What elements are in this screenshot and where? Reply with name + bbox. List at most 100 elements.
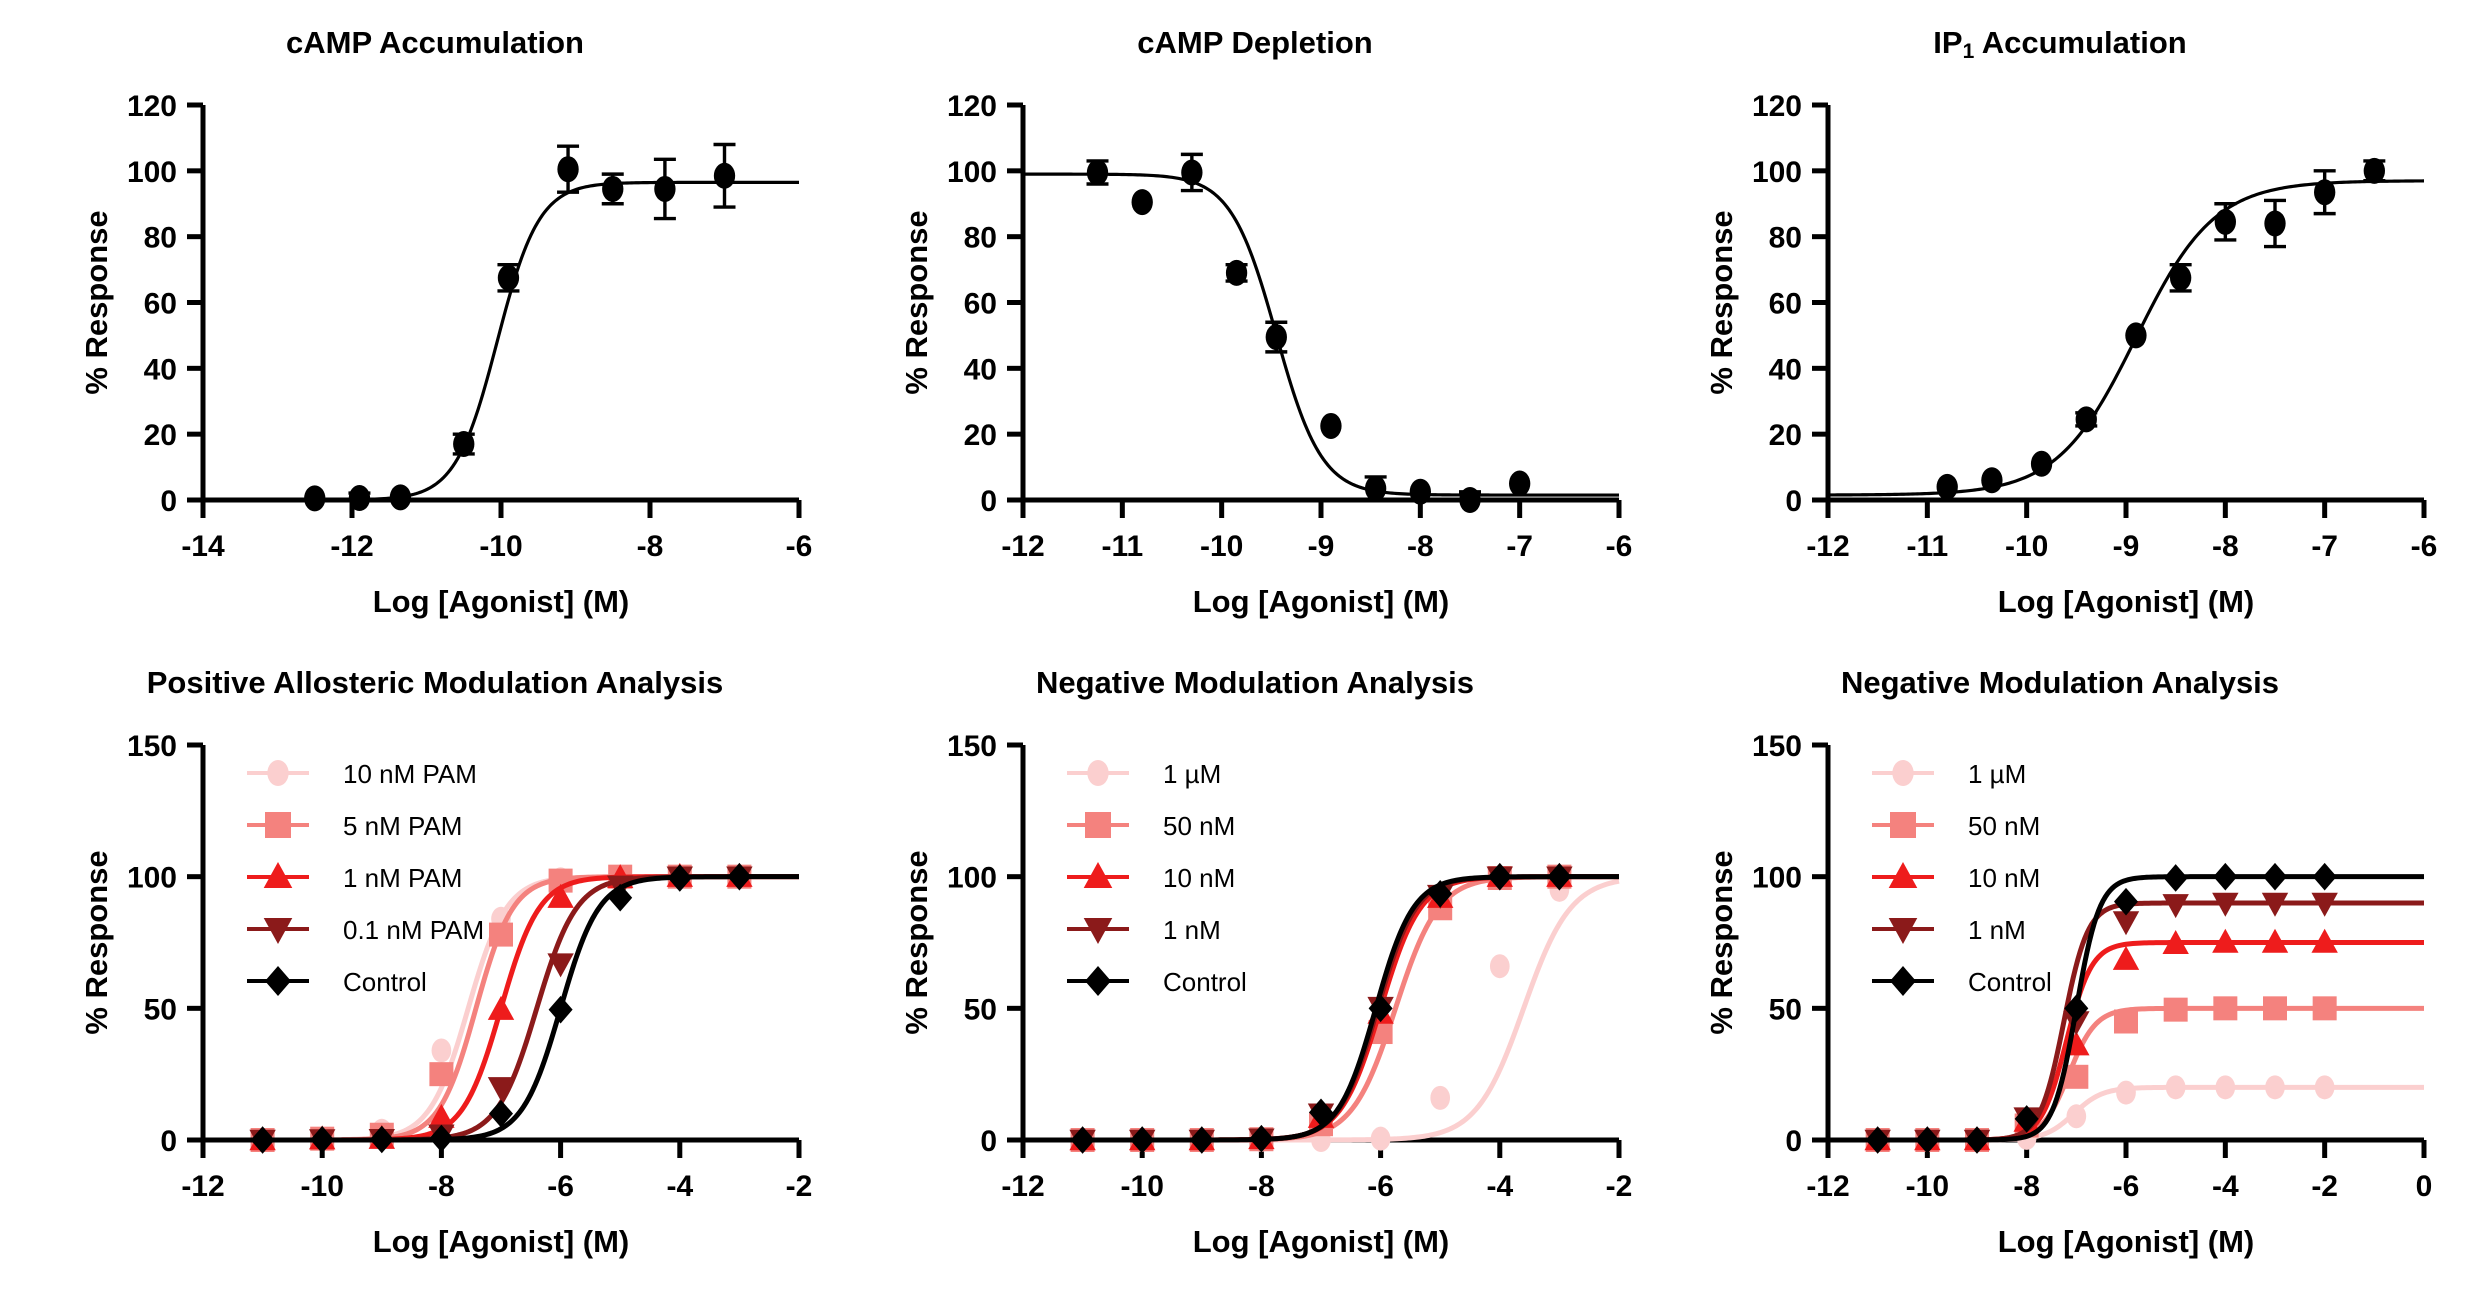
data-point xyxy=(2162,894,2189,919)
data-point xyxy=(608,883,633,912)
plot-negative-modulation-potency: 0 50 100 150 -12 -10 -8 -6 -4 -2 Log [Agonist] (M)… xyxy=(899,730,1632,1259)
panel-positive-allosteric-modulation: Positive Allosteric Modulation Analysis 0… xyxy=(35,665,835,1290)
y-tick-label: 50 xyxy=(1769,993,1802,1026)
data-point xyxy=(487,1077,515,1102)
legend-marker xyxy=(1888,917,1918,944)
y-axis-title: % Response xyxy=(79,850,114,1034)
series-camp-depletion xyxy=(1023,152,1619,513)
data-point xyxy=(1181,159,1203,186)
legend: 1 µM 50 nM 10 nM 1 nM Control xyxy=(1067,759,1247,997)
legend-marker xyxy=(1888,862,1918,889)
y-tick-label: 20 xyxy=(144,419,177,452)
y-tick-label: 150 xyxy=(127,730,177,763)
legend-item[interactable]: 10 nM PAM xyxy=(247,759,477,789)
legend-label: 10 nM PAM xyxy=(343,759,477,789)
legend-item[interactable]: 1 µM xyxy=(1872,759,2026,789)
data-point xyxy=(1865,1126,1890,1154)
x-tick-label: -10 xyxy=(1906,1170,1949,1203)
legend-marker xyxy=(265,812,291,838)
x-tick-label: -10 xyxy=(479,530,522,563)
panel-camp-depletion: cAMP Depletion 0 20 40 60 80 100 120 -12 -11 -10 -9… xyxy=(855,25,1655,650)
y-axis-title: % Response xyxy=(899,850,934,1034)
legend-label: 1 nM xyxy=(1968,915,2026,945)
y-tick-label: 80 xyxy=(1769,222,1802,255)
x-tick-label: -6 xyxy=(1606,530,1633,563)
legend-label: Control xyxy=(1163,967,1247,997)
y-tick-label: 50 xyxy=(964,993,997,1026)
legend-item[interactable]: 1 nM xyxy=(1067,915,1221,945)
data-point xyxy=(547,883,574,908)
legend-marker xyxy=(1083,917,1113,944)
legend-item[interactable]: 10 nM xyxy=(1067,862,1235,893)
x-tick-label: -4 xyxy=(2212,1170,2239,1203)
legend-item[interactable]: 1 nM PAM xyxy=(247,862,462,893)
x-tick-label: -10 xyxy=(1121,1170,1164,1203)
data-point xyxy=(2163,864,2188,892)
legend-label: 50 nM xyxy=(1163,811,1235,841)
x-tick-label: -8 xyxy=(1248,1170,1275,1203)
legend-item[interactable]: Control xyxy=(1872,966,2052,997)
axes: 0 50 100 150 -12 -10 -8 -6 -4 -2 xyxy=(127,730,812,1203)
panel-title-camp-accumulation: cAMP Accumulation xyxy=(286,25,584,60)
y-tick-label: 100 xyxy=(947,862,997,895)
data-point xyxy=(310,1125,335,1154)
legend-item[interactable]: 0.1 nM PAM xyxy=(247,915,484,945)
data-point xyxy=(2112,911,2140,936)
data-point xyxy=(1547,862,1572,891)
data-point xyxy=(1130,1126,1155,1154)
y-axis-title: % Response xyxy=(79,210,114,394)
x-tick-label: -4 xyxy=(666,1170,693,1203)
data-point xyxy=(2312,862,2337,891)
legend-label: 1 nM PAM xyxy=(343,863,462,893)
series-group xyxy=(1023,152,1619,513)
data-point xyxy=(2314,1075,2335,1100)
data-point xyxy=(2314,179,2336,206)
data-point xyxy=(2064,994,2089,1023)
data-point xyxy=(548,995,573,1024)
data-point xyxy=(602,175,624,202)
data-point xyxy=(2165,1075,2186,1100)
data-point xyxy=(2116,1080,2136,1105)
legend-item[interactable]: Control xyxy=(247,966,427,997)
series-group xyxy=(203,142,799,512)
legend-item[interactable]: Control xyxy=(1067,966,1247,997)
x-tick-label: -4 xyxy=(1486,1170,1513,1203)
legend-item[interactable]: 50 nM xyxy=(1067,811,1235,841)
data-point xyxy=(2112,945,2140,970)
y-tick-label: 0 xyxy=(980,485,997,518)
y-tick-label: 0 xyxy=(160,1125,177,1158)
x-tick-label: -12 xyxy=(181,1170,224,1203)
panel-ip1-accumulation: IP1 Accumulation 0 20 40 60 80 100 120 -12 -11 -10… xyxy=(1660,25,2460,650)
data-point xyxy=(1370,1126,1391,1151)
data-point xyxy=(1368,994,1393,1023)
legend-item[interactable]: 1 µM xyxy=(1067,759,1221,789)
panel-title-camp-depletion: cAMP Depletion xyxy=(1137,25,1373,60)
x-tick-label: 0 xyxy=(2416,1170,2433,1203)
data-point xyxy=(1225,259,1248,286)
data-point xyxy=(2311,892,2338,917)
y-tick-label: 0 xyxy=(980,1125,997,1158)
y-tick-label: 80 xyxy=(144,222,177,255)
y-tick-label: 120 xyxy=(947,90,997,123)
legend-item[interactable]: 50 nM xyxy=(1872,811,2040,841)
legend-item[interactable]: 10 nM xyxy=(1872,862,2040,893)
x-tick-label: -12 xyxy=(1001,1170,1044,1203)
data-point xyxy=(304,485,326,512)
data-point xyxy=(1936,473,1958,500)
panel-negative-modulation-potency: Negative Modulation Analysis 0 50 100 150 -12… xyxy=(855,665,1655,1290)
fit-curve xyxy=(1828,940,2424,1143)
x-tick-label: -12 xyxy=(1806,1170,1849,1203)
y-tick-label: 100 xyxy=(1752,862,1802,895)
x-tick-label: -2 xyxy=(2311,1170,2338,1203)
data-point xyxy=(489,1099,513,1128)
legend-item[interactable]: 5 nM PAM xyxy=(247,811,462,841)
data-point xyxy=(1981,467,2003,494)
x-tick-label: -8 xyxy=(2212,530,2239,563)
y-tick-label: 120 xyxy=(1752,90,1802,123)
legend-item[interactable]: 1 nM xyxy=(1872,915,2026,945)
y-tick-label: 0 xyxy=(1785,1125,1802,1158)
data-point xyxy=(2063,1011,2090,1036)
y-tick-label: 100 xyxy=(127,156,177,189)
legend: 1 µM 50 nM 10 nM 1 nM Control xyxy=(1872,759,2052,997)
legend-marker xyxy=(1085,812,1111,838)
